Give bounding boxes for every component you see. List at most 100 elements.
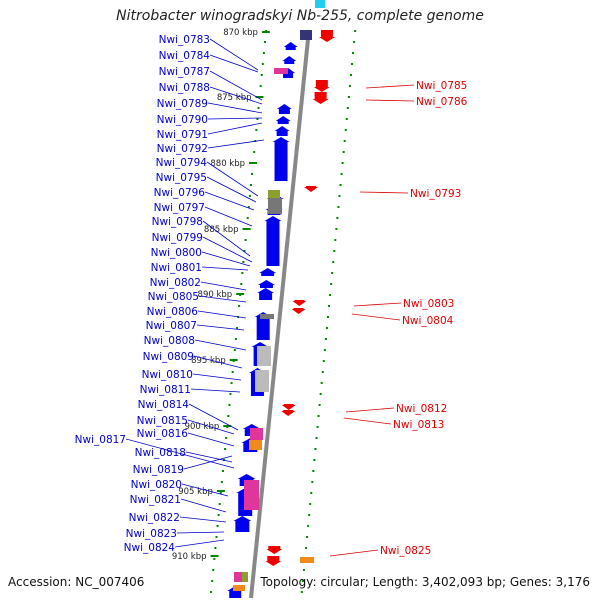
forward-gene-arrow [283,42,298,50]
left-gene-leader [204,191,255,211]
reverse-gene-arrow [266,546,283,554]
inner-ruler-dot [235,327,238,329]
left-gene-label: Nwi_0783 [159,34,210,46]
outer-ruler-dot [312,470,315,472]
inner-ruler-dot [233,349,236,351]
feature-block [249,440,262,450]
inner-ruler-dot [220,481,223,483]
map-title: Nitrobacter winogradskyi Nb-255, complet… [0,8,600,24]
left-gene-label: Nwi_0791 [157,129,208,141]
outer-ruler-dot [308,514,311,516]
outer-ruler-dot [348,85,351,87]
reverse-gene-arrow [291,308,306,314]
forward-gene-arrow [274,126,290,136]
inner-ruler-dot [230,382,233,384]
outer-ruler-dot [317,415,320,417]
scale-label: 910 kbp [172,552,207,562]
left-gene-label: Nwi_0815 [137,415,188,427]
left-gene-label: Nwi_0823 [126,528,177,540]
outer-ruler-dot [349,74,352,76]
feature-block [234,572,242,582]
reverse-gene-arrow [313,80,330,92]
inner-ruler-dot [263,41,266,43]
left-gene-label: Nwi_0807 [146,320,197,332]
outer-ruler-dot [328,305,331,307]
scale-label: 880 kbp [210,159,245,169]
right-gene-label: Nwi_0804 [402,315,454,327]
left-gene-label: Nwi_0784 [159,50,211,62]
outer-ruler-dot [347,96,350,98]
right-gene-label: Nwi_0803 [403,298,454,310]
left-gene-leader [187,419,235,435]
outer-ruler-dot [339,184,342,186]
left-gene-label: Nwi_0819 [133,464,184,476]
inner-ruler-dot [229,393,232,395]
left-gene-label: Nwi_0820 [131,479,182,491]
outer-ruler-dot [352,52,355,54]
reverse-gene-arrow [304,186,319,192]
outer-ruler-dot [311,481,314,483]
outer-ruler-dot [316,426,319,428]
title-suffix: , complete genome [347,8,484,24]
outer-ruler-dot [306,536,309,538]
left-gene-leader [209,70,263,101]
inner-ruler-dot [211,580,214,582]
left-gene-label: Nwi_0811 [140,384,191,396]
right-gene-label: Nwi_0793 [410,188,461,200]
right-gene-leader [345,407,395,413]
forward-gene-arrow [259,268,277,276]
forward-gene-arrow [272,137,290,181]
left-gene-leader [209,54,259,73]
left-gene-label: Nwi_0809 [143,351,194,363]
feature-block [300,557,314,563]
left-gene-leader [200,281,247,291]
forward-gene-arrow [257,280,275,288]
inner-ruler-dot [247,206,250,208]
left-gene-leader [209,86,263,105]
left-gene-leader [176,531,225,534]
outer-ruler-dot [340,173,343,175]
left-gene-label: Nwi_0787 [159,66,210,78]
left-gene-label: Nwi_0795 [156,172,207,184]
inner-ruler-dot [261,63,264,65]
outer-ruler-dot [305,547,308,549]
left-gene-label: Nwi_0806 [147,306,199,318]
left-gene-label: Nwi_0796 [154,187,206,199]
inner-ruler-dot [256,118,259,120]
left-gene-leader [204,206,253,227]
outer-ruler-dot [337,206,340,208]
feature-block [255,370,269,392]
left-gene-label: Nwi_0801 [151,262,202,274]
outer-ruler-dot [321,371,324,373]
feature-block [242,572,248,582]
left-gene-label: Nwi_0810 [142,369,193,381]
feature-block [257,346,271,366]
inner-ruler-dot [251,173,254,175]
right-gene-label: Nwi_0812 [396,403,447,415]
inner-ruler-dot [216,525,219,527]
inner-ruler-dot [262,52,265,54]
feature-block [268,198,282,214]
outer-ruler-dot [324,338,327,340]
left-gene-label: Nwi_0802 [150,277,201,289]
outer-ruler-dot [326,316,329,318]
feature-block [260,314,274,319]
outer-ruler-dot [342,151,345,153]
inner-ruler-dot [241,272,244,274]
left-gene-leader [206,176,257,203]
left-gene-label: Nwi_0822 [129,512,180,524]
title-strain: 255 [321,8,348,24]
left-gene-label: Nwi_0794 [156,157,208,169]
inner-ruler-dot [240,283,243,285]
inner-ruler-dot [224,448,227,450]
outer-ruler-dot [300,591,303,593]
title-dash: - [316,8,322,24]
outer-ruler-dot [315,437,318,439]
left-gene-label: Nwi_0789 [157,98,208,110]
inner-ruler-dot [260,74,263,76]
feature-block [250,428,263,440]
left-gene-label: Nwi_0816 [137,428,189,440]
left-gene-leader [174,539,225,548]
right-gene-leader [353,302,402,307]
left-gene-leader [201,251,251,267]
